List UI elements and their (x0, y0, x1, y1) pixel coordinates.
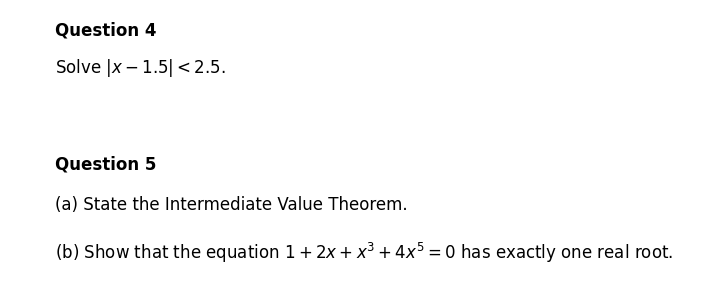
Text: Question 4: Question 4 (55, 22, 157, 40)
Text: Question 5: Question 5 (55, 155, 157, 173)
Text: Solve $|x - 1.5| < 2.5.$: Solve $|x - 1.5| < 2.5.$ (55, 57, 226, 79)
Text: (b) Show that the equation $1 + 2x + x^{3} + 4x^{5} = 0$ has exactly one real ro: (b) Show that the equation $1 + 2x + x^{… (55, 241, 674, 265)
Text: (a) State the Intermediate Value Theorem.: (a) State the Intermediate Value Theorem… (55, 196, 407, 214)
